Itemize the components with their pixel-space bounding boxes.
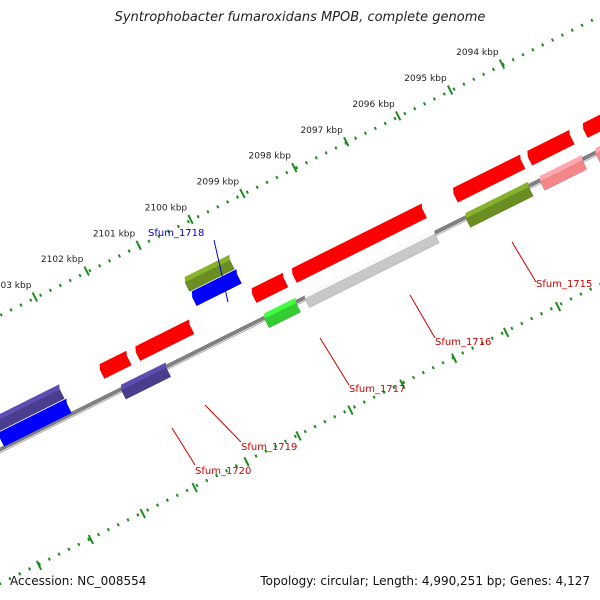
- inner-ruler-tick: [503, 327, 510, 338]
- inner-ruler-tick: [87, 534, 95, 545]
- ruler-tick-2099: [239, 188, 246, 199]
- gene-dark-blue-a-top: [0, 384, 60, 420]
- gene-label-sfum-1715: Sfum_1715: [536, 279, 592, 290]
- inner-ruler-tick: [554, 301, 562, 312]
- gene-blue-a-top: [0, 398, 67, 438]
- ruler-tick-label-2096: 2096 kbp: [352, 100, 395, 110]
- gene-sfum-1715-top: [453, 154, 521, 194]
- ruler-tick-label-2098: 2098 kbp: [249, 152, 292, 162]
- gene-label-sfum-1719: Sfum_1719: [241, 442, 297, 453]
- gene-red-c-top: [582, 114, 600, 129]
- gene-gray-a-top: [304, 228, 435, 299]
- inner-ruler-tick: [451, 353, 458, 364]
- ruler-tick-label-2101: 2101 kbp: [93, 229, 136, 239]
- gene-sfum-1717-top: [251, 272, 284, 294]
- accession-label: Accession: NC_008554: [10, 574, 147, 588]
- inner-ruler-tick: [295, 431, 302, 441]
- leader-sfum-1718: [213, 239, 229, 303]
- inner-ruler-tick: [347, 405, 354, 415]
- ruler-tick-label-2103: 2103 kbp: [0, 281, 32, 291]
- gene-light-red-b: [595, 151, 600, 163]
- ruler-tick-2095: [446, 85, 454, 95]
- ruler-tick-2101: [135, 240, 142, 251]
- gene-label-sfum-1718: Sfum_1718: [148, 228, 204, 239]
- leader-sfum-1719: [204, 404, 242, 443]
- ruler-tick-label-2100: 2100 kbp: [145, 203, 188, 213]
- gene-red-b-top: [527, 129, 570, 157]
- ruler-tick-2103: [31, 292, 38, 302]
- ruler-tick-2098: [291, 162, 298, 173]
- gene-red-b: [527, 134, 575, 166]
- leader-sfum-1720: [171, 427, 196, 466]
- gene-label-sfum-1720: Sfum_1720: [195, 466, 251, 477]
- inner-ruler-tick: [191, 482, 198, 493]
- ruler-tick-2094: [498, 59, 506, 70]
- gene-sfum-1719-top: [135, 319, 190, 352]
- inner-ruler-tick: [399, 379, 406, 390]
- gene-red-c: [582, 119, 600, 138]
- gene-label-sfum-1717: Sfum_1717: [349, 384, 405, 395]
- ruler-tick-label-2097: 2097 kbp: [300, 126, 343, 136]
- ruler-tick-2096: [395, 110, 402, 121]
- gene-sfum-1718: [184, 259, 235, 292]
- ruler-tick-2097: [343, 136, 350, 147]
- gene-blue-b-top: [191, 269, 237, 297]
- leader-sfum-1716: [409, 294, 436, 339]
- gene-sfum-1716-top: [291, 203, 423, 274]
- gene-sfum-1717: [251, 277, 289, 303]
- gene-olive-b-top: [465, 181, 529, 219]
- gene-light-red-a-top: [539, 154, 583, 182]
- ruler-tick-label-2095: 2095 kbp: [404, 74, 447, 84]
- map-title: Syntrophobacter fumaroxidans MPOB, compl…: [114, 10, 486, 25]
- gene-green-a: [264, 302, 301, 329]
- gene-green-a-top: [264, 297, 296, 319]
- gene-red-a-top: [99, 350, 127, 370]
- ruler-tick-label-2102: 2102 kbp: [41, 255, 84, 265]
- leader-sfum-1717: [319, 337, 350, 386]
- gene-sfum-1720-top: [121, 362, 167, 391]
- inner-ruler-tick: [139, 508, 146, 519]
- ruler-tick-2102: [83, 266, 90, 277]
- ruler-tick-2100: [187, 214, 194, 225]
- ruler-tick-label-2094: 2094 kbp: [456, 48, 499, 58]
- inner-ruler-tick: [35, 560, 43, 571]
- leader-sfum-1715: [511, 241, 537, 283]
- ruler-track-inner: [0, 282, 600, 586]
- genome-summary-label: Topology: circular; Length: 4,990,251 bp…: [260, 574, 590, 588]
- gene-red-a: [99, 355, 132, 379]
- ruler-tick-label-2099: 2099 kbp: [197, 178, 240, 188]
- inner-ruler-tick: [243, 456, 250, 467]
- gene-label-sfum-1716: Sfum_1716: [435, 337, 491, 348]
- gene-light-red-b-top: [595, 145, 600, 154]
